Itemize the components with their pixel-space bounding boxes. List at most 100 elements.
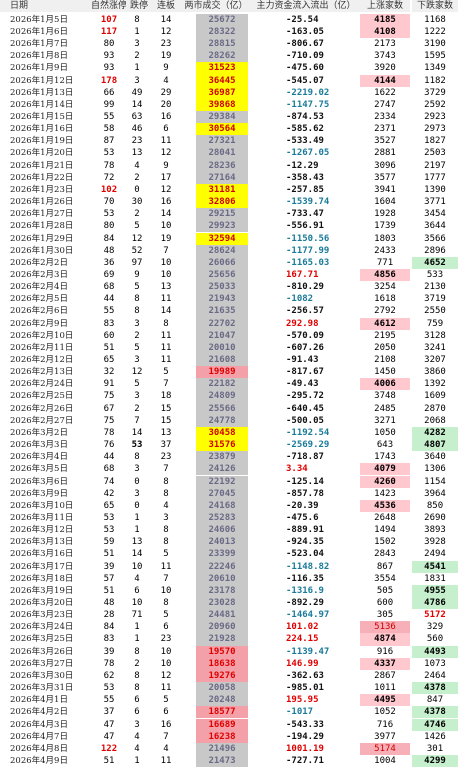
cell-limit-up: 65	[103, 500, 115, 511]
cell-date: 2026年4月7日	[10, 731, 68, 742]
cell-decliners: 3729	[424, 87, 446, 98]
cell-turnover: 24013	[196, 536, 248, 549]
cell-limit-up: 74	[103, 476, 115, 487]
table-row: 2026年3月16日 51 14 5 23399 -523.04 2843 2494	[0, 548, 459, 561]
cell-date: 2026年4月9日	[10, 755, 68, 766]
cell-consecutive: 29	[160, 87, 172, 98]
cell-advancers: 1622	[374, 87, 396, 98]
cell-limit-up: 87	[103, 136, 115, 147]
cell-decliners: 301	[426, 743, 444, 754]
cell-advancers: 505	[376, 585, 394, 596]
cell-turnover: 18577	[196, 706, 248, 719]
cell-decliners: 2923	[424, 112, 446, 122]
cell-limit-up: 48	[103, 245, 115, 256]
cell-limit-up: 122	[100, 743, 118, 754]
cell-main-flow: -585.62	[286, 124, 324, 135]
cell-date: 2026年2月25日	[10, 391, 74, 402]
cell-consecutive: 20	[160, 99, 172, 110]
cell-limit-down: 71	[131, 610, 143, 621]
cell-advancers: 1004	[374, 755, 396, 766]
table-row: 2026年3月6日 74 0 8 22192 -125.14 4260 1154	[0, 475, 459, 488]
cell-limit-down: 13	[131, 148, 143, 159]
cell-consecutive: 4	[163, 75, 169, 86]
cell-limit-down: 5	[134, 221, 140, 232]
cell-advancers: 4185	[360, 13, 410, 26]
cell-limit-up: 75	[103, 415, 115, 426]
cell-limit-down: 0	[134, 476, 140, 487]
cell-consecutive: 7	[163, 245, 169, 256]
cell-turnover: 23028	[196, 597, 248, 610]
cell-consecutive: 5	[163, 610, 169, 621]
cell-advancers: 3254	[374, 282, 396, 293]
table-row: 2026年1月8日 93 2 19 28262 -710.09 3743 1595	[0, 50, 459, 63]
cell-turnover: 22246	[196, 560, 248, 573]
cell-consecutive: 23	[160, 634, 172, 645]
cell-main-flow: -1017	[286, 707, 314, 718]
cell-consecutive: 23	[160, 452, 172, 463]
cell-decliners: 4378	[412, 682, 458, 695]
cell-decliners: 1609	[424, 391, 446, 402]
header-turnover: 两市成交（亿）	[180, 0, 252, 13]
cell-date: 2026年1月27日	[10, 209, 74, 220]
cell-turnover: 27321	[196, 135, 248, 148]
cell-limit-up: 78	[103, 160, 115, 171]
cell-consecutive: 10	[160, 585, 172, 596]
cell-decliners: 560	[426, 634, 444, 645]
cell-limit-up: 55	[103, 306, 115, 317]
cell-turnover: 26066	[196, 256, 248, 269]
cell-limit-down: 5	[134, 379, 140, 390]
cell-date: 2026年2月3日	[10, 269, 68, 280]
cell-turnover: 31576	[196, 439, 248, 452]
cell-advancers: 3554	[374, 573, 396, 584]
cell-consecutive: 15	[160, 415, 172, 426]
cell-limit-up: 47	[103, 719, 115, 730]
table-row: 2026年3月18日 57 4 7 20610 -116.35 3554 1831	[0, 572, 459, 585]
cell-decliners: 3928	[424, 537, 446, 548]
cell-main-flow: -362.63	[286, 670, 324, 681]
cell-limit-down: 8	[134, 452, 140, 463]
cell-limit-up: 99	[103, 99, 115, 110]
cell-turnover: 21473	[196, 754, 248, 767]
cell-decliners: 2973	[424, 124, 446, 135]
cell-limit-up: 83	[103, 634, 115, 645]
cell-turnover: 16238	[196, 730, 248, 743]
cell-date: 2026年1月15日	[10, 112, 74, 122]
cell-date: 2026年1月14日	[10, 99, 74, 110]
cell-limit-down: 10	[131, 561, 143, 572]
cell-turnover: 22702	[196, 317, 248, 330]
cell-limit-down: 1	[134, 622, 140, 633]
cell-consecutive: 4	[163, 500, 169, 511]
table-row: 2026年2月4日 68 5 13 25033 -810.29 3254 2130	[0, 281, 459, 294]
cell-limit-up: 68	[103, 282, 115, 293]
cell-consecutive: 8	[163, 318, 169, 329]
cell-main-flow: -1267.05	[286, 148, 330, 159]
cell-turnover: 27045	[196, 487, 248, 500]
cell-turnover: 25033	[196, 281, 248, 294]
cell-consecutive: 16	[160, 197, 172, 208]
cell-consecutive: 18	[160, 391, 172, 402]
cell-limit-down: 53	[131, 440, 143, 451]
cell-turnover: 25566	[196, 402, 248, 415]
cell-main-flow: -810.29	[286, 282, 324, 293]
cell-limit-up: 80	[103, 221, 115, 232]
cell-limit-down: 2	[134, 209, 140, 220]
cell-decliners: 1306	[424, 464, 446, 475]
table-row: 2026年3月23日 28 71 5 24481 -1464.97 305 5172	[0, 609, 459, 622]
cell-limit-down: 4	[134, 731, 140, 742]
cell-turnover: 31523	[196, 62, 248, 75]
cell-main-flow: 101.02	[286, 622, 319, 633]
cell-decliners: 3128	[424, 330, 446, 341]
cell-advancers: 3096	[374, 160, 396, 171]
cell-turnover: 21047	[196, 329, 248, 342]
cell-main-flow: -358.43	[286, 172, 324, 183]
cell-decliners: 3190	[424, 39, 446, 50]
cell-limit-down: 63	[131, 112, 143, 122]
cell-main-flow: -194.29	[286, 731, 324, 742]
cell-limit-up: 55	[103, 695, 115, 706]
table-header-row: 日期 自然涨停 跌停 连板 两市成交（亿） 主力资金流入流出（亿） 上涨家数 下…	[0, 0, 459, 13]
cell-advancers: 2108	[374, 355, 396, 365]
cell-main-flow: -91.43	[286, 355, 319, 365]
cell-date: 2026年1月7日	[10, 39, 68, 50]
table-row: 2026年3月24日 84 1 6 20960 101.02 5136 329	[0, 621, 459, 634]
table-row: 2026年1月12日 178 3 4 36445 -545.07 4144 1182	[0, 74, 459, 87]
